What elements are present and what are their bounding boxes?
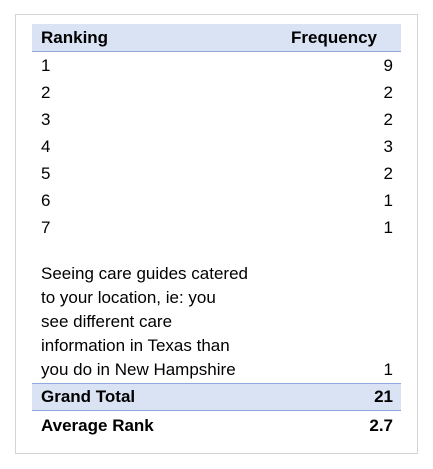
- average-rank-label: Average Rank: [41, 416, 154, 435]
- table-row: Seeing care guides catered to your locat…: [32, 241, 401, 383]
- pivot-table: Ranking Frequency 1 9 2 2 3 2 4 3 5 2 6 …: [32, 24, 401, 441]
- frequency-cell: 9: [383, 56, 393, 75]
- frequency-cell: 2: [383, 110, 393, 129]
- ranking-cell: 1: [41, 56, 51, 75]
- table-row: 4 3: [32, 133, 401, 160]
- frequency-cell: 3: [383, 137, 393, 156]
- ranking-cell: 7: [41, 218, 51, 237]
- frequency-cell: 2: [383, 164, 393, 183]
- frequency-cell: 1: [383, 218, 393, 237]
- frequency-cell: 1: [383, 360, 393, 379]
- frequency-cell: 1: [383, 191, 393, 210]
- average-rank-value: 2.7: [369, 416, 393, 435]
- grand-total-row: Grand Total 21: [32, 383, 401, 411]
- column-header-frequency: Frequency: [291, 27, 377, 47]
- grand-total-value: 21: [374, 387, 393, 406]
- ranking-cell: 5: [41, 164, 51, 183]
- table-header-row: Ranking Frequency: [32, 24, 401, 52]
- table-frame: [15, 14, 418, 454]
- average-rank-row: Average Rank 2.7: [32, 411, 401, 441]
- column-header-ranking: Ranking: [41, 27, 109, 47]
- table-row: 5 2: [32, 160, 401, 187]
- table-row: 3 2: [32, 106, 401, 133]
- table-row: 7 1: [32, 214, 401, 241]
- grand-total-label: Grand Total: [41, 387, 136, 406]
- table-row: 1 9: [32, 52, 401, 79]
- table-row: 6 1: [32, 187, 401, 214]
- ranking-cell: 4: [41, 137, 51, 156]
- ranking-cell: Seeing care guides catered to your locat…: [41, 264, 248, 379]
- ranking-cell: 2: [41, 83, 51, 102]
- ranking-cell: 3: [41, 110, 51, 129]
- ranking-cell: 6: [41, 191, 51, 210]
- table-row: 2 2: [32, 79, 401, 106]
- frequency-cell: 2: [383, 83, 393, 102]
